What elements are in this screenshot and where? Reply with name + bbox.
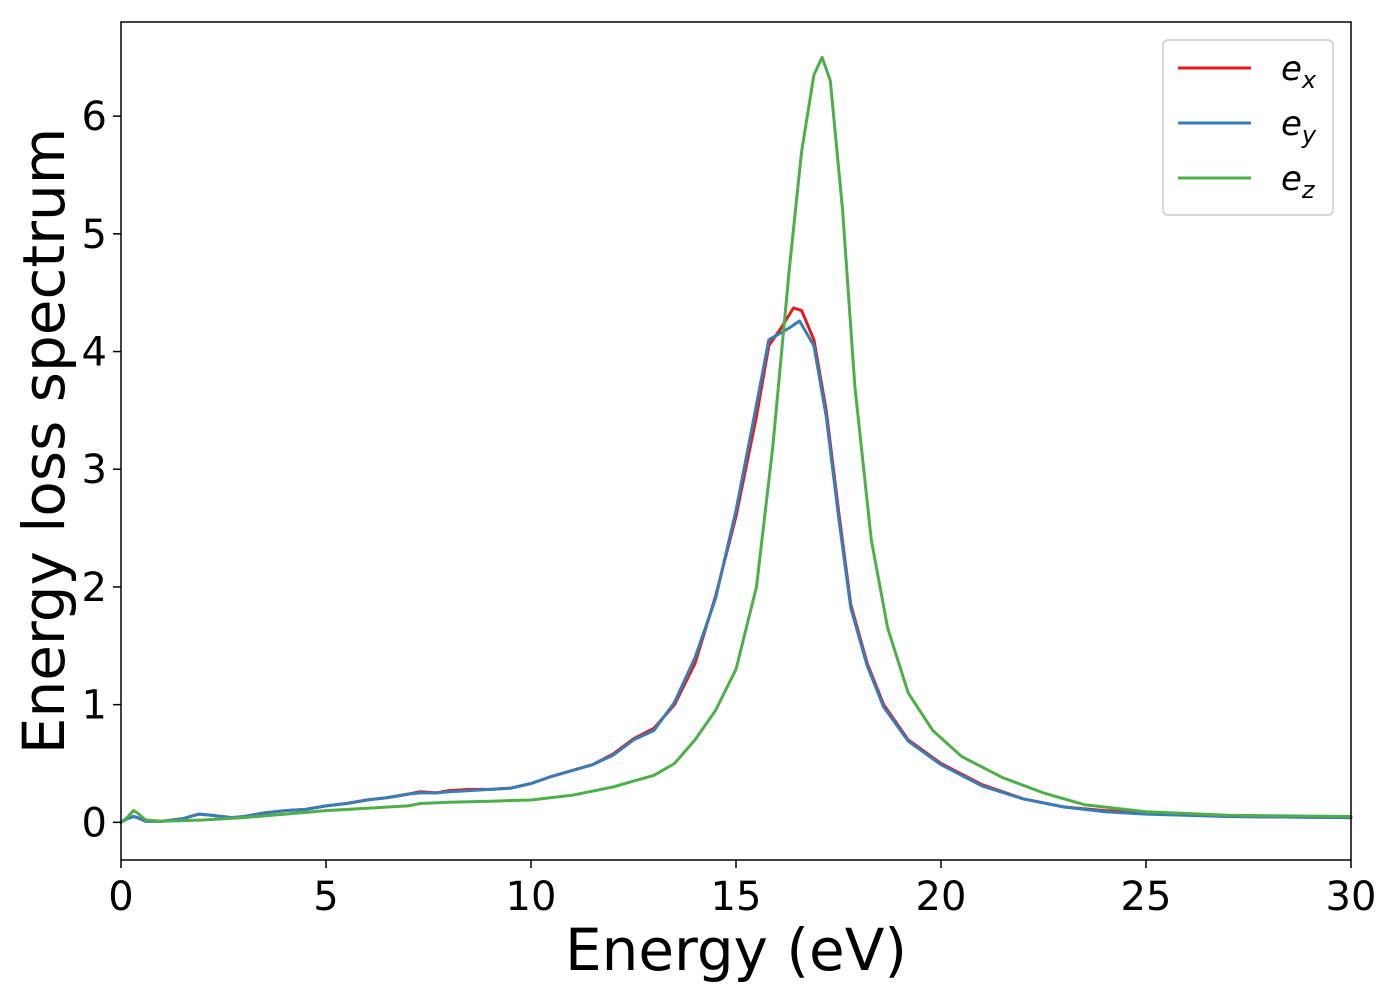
x-tick-label: 20 [916,874,967,920]
series-line-y [119,319,1353,824]
x-tick-label: 5 [313,874,338,920]
x-tick-label: 15 [711,874,762,920]
y-tick-label: 2 [82,565,107,611]
x-tick-label: 25 [1121,874,1172,920]
x-tick-label: 30 [1326,874,1377,920]
series-line-z [119,55,1353,824]
y-tick-label: 0 [82,800,107,846]
y-axis-ticks: 0 1 2 3 4 5 6 [82,94,121,846]
legend-item-z: ez [1178,159,1316,204]
legend-label: ex [1281,49,1317,94]
legend-item-y: ey [1178,104,1317,149]
x-axis-ticks: 0 5 10 15 20 25 30 [108,860,1376,920]
x-axis-label: Energy (eV) [565,916,907,984]
legend-label: ez [1281,159,1316,204]
legend: ex ey ez [1162,39,1334,216]
x-tick-label: 0 [108,874,133,920]
series-layer [119,55,1353,824]
y-tick-label: 4 [82,330,107,376]
series-line-x [119,306,1353,824]
legend-item-x: ex [1178,49,1317,94]
y-tick-label: 6 [82,94,107,140]
y-tick-label: 1 [82,683,107,729]
legend-box [1162,39,1334,216]
x-tick-label: 10 [506,874,557,920]
y-tick-label: 3 [82,447,107,493]
y-axis-label: Energy loss spectrum [10,128,78,754]
y-tick-label: 5 [82,212,107,258]
legend-label: ey [1281,104,1317,149]
